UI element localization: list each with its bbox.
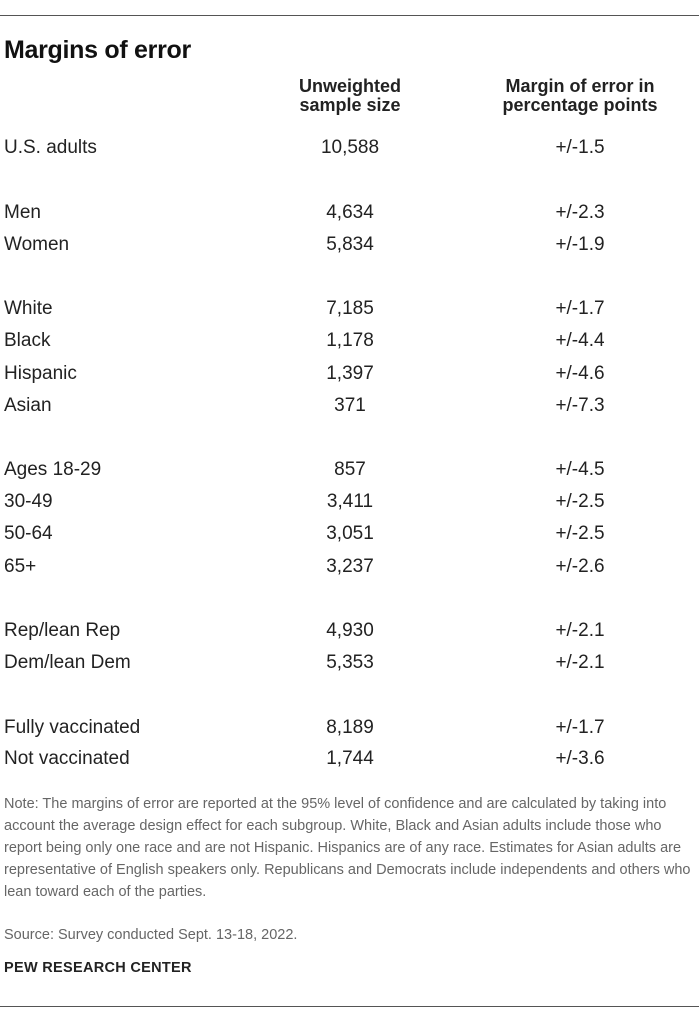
- margin-value: +/-3.6: [555, 748, 605, 769]
- sample-size-value: 10,588: [320, 137, 380, 158]
- table-row: Not vaccinated 1,744 +/-3.6: [0, 743, 699, 775]
- margin-value: +/-1.7: [555, 717, 605, 738]
- sample-size-value: 3,411: [326, 491, 374, 512]
- margin-value: +/-1.5: [555, 137, 605, 158]
- column-header-sample-size: Unweighted sample size: [258, 77, 442, 115]
- top-rule: [0, 15, 699, 16]
- margin-value: +/-2.1: [555, 652, 605, 673]
- sample-size-value: 1,744: [326, 748, 374, 769]
- column-header-margin-of-error: Margin of error in percentage points: [470, 77, 690, 115]
- table-row: Asian 371 +/-7.3: [0, 390, 699, 422]
- row-label: Asian: [4, 395, 52, 416]
- sample-size-value: 371: [334, 395, 366, 416]
- row-label: Black: [4, 330, 51, 351]
- sample-size-value: 1,178: [326, 330, 374, 351]
- row-label: Dem/lean Dem: [4, 652, 131, 673]
- sample-size-value: 3,051: [326, 523, 374, 544]
- margin-value: +/-4.6: [555, 363, 605, 384]
- table-row: Women 5,834 +/-1.9: [0, 229, 699, 261]
- row-label: Fully vaccinated: [4, 717, 141, 738]
- margin-value: +/-2.5: [555, 491, 605, 512]
- margin-value: +/-2.3: [555, 202, 605, 223]
- table-row: Rep/lean Rep 4,930 +/-2.1: [0, 615, 699, 647]
- sample-size-value: 7,185: [326, 298, 374, 319]
- row-label: White: [4, 298, 53, 319]
- table-row: Fully vaccinated 8,189 +/-1.7: [0, 712, 699, 744]
- sample-size-value: 1,397: [326, 363, 374, 384]
- margin-value: +/-2.5: [555, 523, 605, 544]
- margin-value: +/-1.7: [555, 298, 605, 319]
- column-header-line: sample size: [299, 95, 401, 115]
- table-row: Black 1,178 +/-4.4: [0, 325, 699, 357]
- table-row: Men 4,634 +/-2.3: [0, 197, 699, 229]
- sample-size-value: 4,930: [326, 620, 374, 641]
- sample-size-value: 3,237: [326, 556, 374, 577]
- bottom-rule: [0, 1006, 699, 1007]
- column-header-line: percentage points: [502, 95, 658, 115]
- row-label: Hispanic: [4, 363, 77, 384]
- row-label: Rep/lean Rep: [4, 620, 121, 641]
- sample-size-value: 5,353: [326, 652, 374, 673]
- table-row: Hispanic 1,397 +/-4.6: [0, 358, 699, 390]
- row-label: Women: [4, 234, 70, 255]
- row-label: 65+: [4, 556, 37, 577]
- table-row: White 7,185 +/-1.7: [0, 293, 699, 325]
- table-row: U.S. adults 10,588 +/-1.5: [0, 132, 699, 164]
- row-label: 30-49: [4, 491, 53, 512]
- margin-value: +/-1.9: [555, 234, 605, 255]
- row-label: U.S. adults: [4, 137, 97, 158]
- row-label: 50-64: [4, 523, 53, 544]
- margin-value: +/-2.1: [555, 620, 605, 641]
- table-row: 30-49 3,411 +/-2.5: [0, 486, 699, 518]
- margin-value: +/-7.3: [555, 395, 605, 416]
- source-line: Source: Survey conducted Sept. 13-18, 20…: [4, 927, 298, 943]
- sample-size-value: 4,634: [326, 202, 374, 223]
- table-row: 50-64 3,051 +/-2.5: [0, 518, 699, 550]
- table-row: 65+ 3,237 +/-2.6: [0, 551, 699, 583]
- brand-logo-text: PEW RESEARCH CENTER: [4, 960, 192, 976]
- row-label: Not vaccinated: [4, 748, 130, 769]
- column-header-line: Margin of error in: [505, 76, 655, 96]
- row-label: Men: [4, 202, 41, 223]
- column-header-line: Unweighted: [299, 76, 401, 96]
- sample-size-value: 8,189: [326, 717, 374, 738]
- table-row: Ages 18-29 857 +/-4.5: [0, 454, 699, 486]
- margin-value: +/-2.6: [555, 556, 605, 577]
- page-title: Margins of error: [4, 36, 191, 64]
- sample-size-value: 857: [334, 459, 366, 480]
- margin-value: +/-4.5: [555, 459, 605, 480]
- margin-value: +/-4.4: [555, 330, 605, 351]
- sample-size-value: 5,834: [326, 234, 374, 255]
- footnote: Note: The margins of error are reported …: [4, 796, 691, 900]
- table-row: Dem/lean Dem 5,353 +/-2.1: [0, 647, 699, 679]
- row-label: Ages 18-29: [4, 459, 102, 480]
